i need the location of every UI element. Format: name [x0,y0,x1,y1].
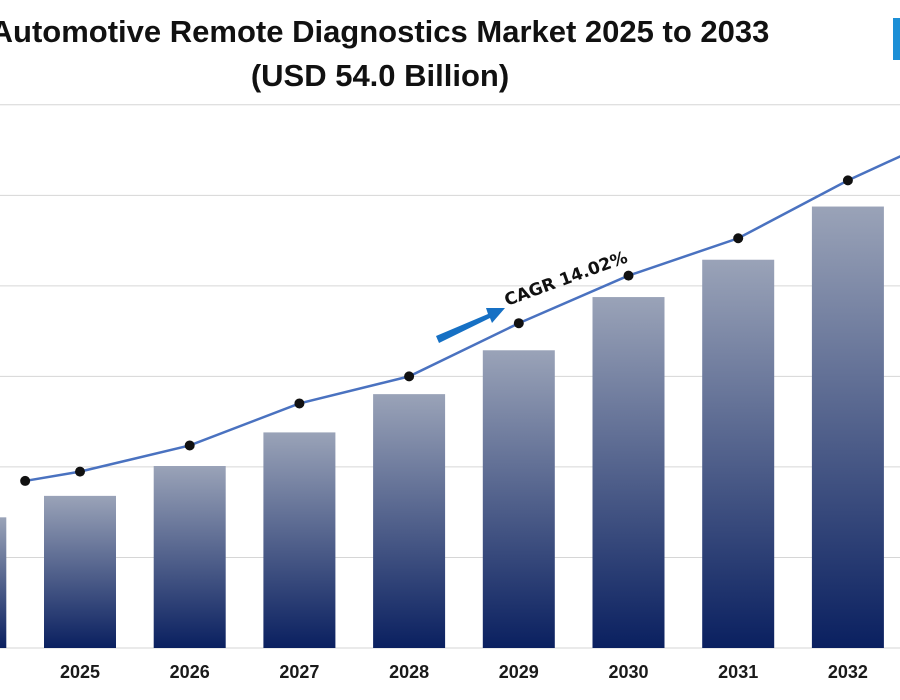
trend-point [513,318,524,329]
bar-2024 [0,517,7,648]
x-tick-label: 2028 [389,662,429,682]
trend-point [20,475,31,486]
trend-point [404,371,415,382]
x-tick-label: 2030 [608,662,648,682]
trend-point [184,440,195,451]
brand-logo-icon [893,18,900,60]
trend-point [75,466,85,477]
bar-2026 [153,466,226,648]
x-tick-label: 2031 [718,662,758,682]
trend-point [733,233,744,244]
trend-point [842,175,853,186]
chart-subtitle: (USD 54.0 Billion) [250,58,510,93]
x-tick-label: 2025 [60,662,100,682]
cagr-arrow-icon [436,308,505,343]
bar-2030 [592,297,665,648]
trend-point [294,398,305,409]
bar-2029 [482,350,555,648]
bar-2027 [263,432,336,648]
x-tick-label: 2029 [499,662,539,682]
bar-2031 [702,259,775,648]
bar-2028 [373,394,446,648]
x-tick-label: 2026 [170,662,210,682]
chart-title: Automotive Remote Diagnostics Market 202… [0,14,770,49]
bar-2025 [44,495,116,648]
bar-2032 [811,206,884,649]
trend-point [623,270,634,281]
x-tick-label: 2027 [279,662,319,682]
trend-line [24,155,900,483]
x-tick-label: 2032 [828,662,868,682]
